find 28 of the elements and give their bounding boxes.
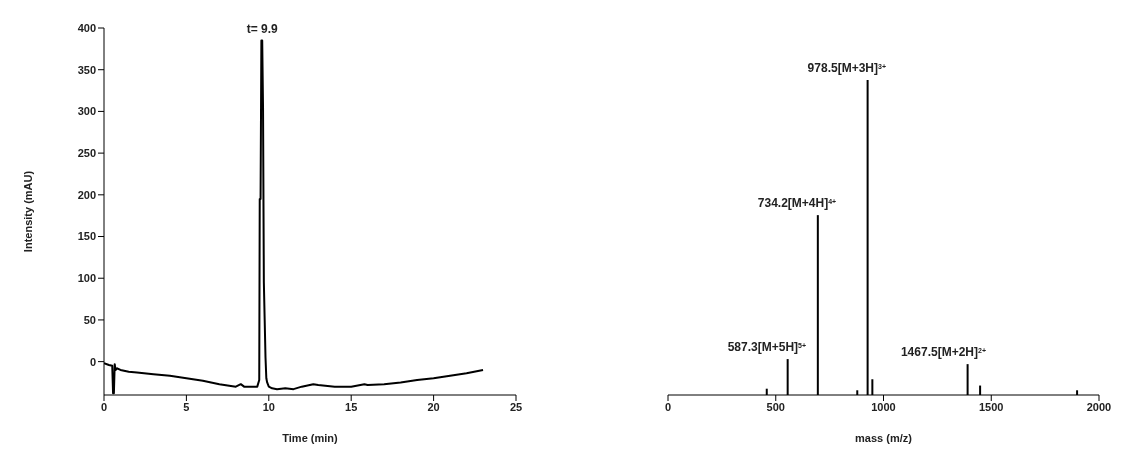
y-tick-label: 150 [77, 230, 96, 243]
annotation: 1467.5[M+2H]$^{2+}$ [900, 345, 986, 360]
y-tick-label: 200 [77, 188, 96, 201]
y-tick-label: 50 [83, 313, 96, 326]
annotation: 587.3[M+5H]$^{5+}$ [727, 340, 807, 355]
x-tick-label: 500 [766, 400, 785, 413]
x-axis-title: Time (min) [282, 432, 339, 444]
x-tick-label: 2000 [1086, 400, 1112, 413]
x-tick-label: 5 [183, 400, 190, 413]
x-tick-label: 20 [427, 400, 440, 413]
x-tick-label: 0 [100, 400, 108, 413]
y-tick-label: 250 [77, 147, 96, 160]
y-tick-label: 350 [77, 63, 96, 76]
y-tick-label: 400 [77, 21, 96, 34]
y-tick-label: 0 [89, 355, 96, 368]
annotation: t= 9.9 [246, 21, 279, 36]
y-axis-title: Intensity (mAU) [21, 170, 34, 253]
x-tick-label: 10 [262, 400, 275, 413]
x-tick-label: 1500 [979, 400, 1004, 413]
x-axis-title: mass (m/z) [855, 432, 913, 444]
annotation: 978.5[M+3H]$^{3+}$ [807, 61, 886, 75]
x-tick-label: 15 [345, 400, 358, 413]
annotation: 734.2[M+4H]$^{4+}$ [757, 196, 837, 211]
y-tick-label: 100 [77, 272, 96, 285]
x-tick-label: 25 [509, 400, 523, 413]
y-tick-label: 300 [77, 105, 96, 118]
x-tick-label: 1000 [871, 400, 896, 413]
x-tick-label: 0 [664, 400, 672, 413]
